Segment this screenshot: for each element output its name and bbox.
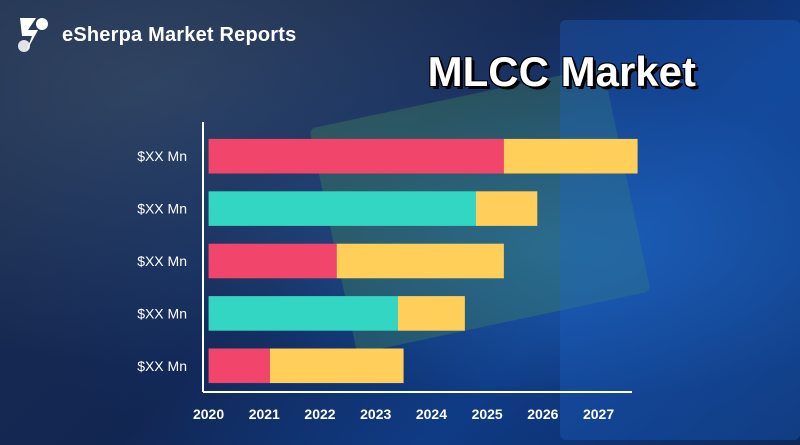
- bar-secondary-segment: [336, 243, 504, 279]
- chart-title: MLCC Market: [427, 48, 696, 95]
- bar-secondary-segment: [269, 348, 404, 384]
- x-tick-label: 2024: [416, 406, 447, 422]
- y-tick-label: $XX Mn: [137, 253, 187, 269]
- bar-primary-segment: [208, 348, 270, 384]
- y-tick-label: $XX Mn: [137, 148, 187, 164]
- x-tick-label: 2027: [583, 406, 614, 422]
- y-tick-label: $XX Mn: [137, 201, 187, 217]
- brand-name: eSherpa Market Reports: [62, 23, 297, 46]
- brand-logo: eSherpa Market Reports: [12, 12, 296, 58]
- pcb-decoration: [560, 20, 800, 440]
- x-tick-label: 2020: [193, 406, 224, 422]
- bar-primary-segment: [208, 138, 504, 174]
- x-tick-label: 2023: [360, 406, 391, 422]
- x-tick-label: 2022: [304, 406, 335, 422]
- y-tick-label: $XX Mn: [137, 358, 187, 374]
- bar-secondary-segment: [398, 296, 465, 331]
- bar-secondary-segment: [476, 191, 538, 226]
- x-tick-label: 2026: [527, 406, 558, 422]
- bar-secondary-segment: [503, 138, 638, 174]
- esherpa-logo-icon: [18, 18, 48, 52]
- bar-primary-segment: [208, 191, 477, 226]
- bar-primary-segment: [208, 296, 398, 331]
- y-tick-label: $XX Mn: [137, 305, 187, 321]
- bar-primary-segment: [208, 243, 337, 279]
- x-tick-label: 2025: [472, 406, 503, 422]
- x-tick-label: 2021: [249, 406, 280, 422]
